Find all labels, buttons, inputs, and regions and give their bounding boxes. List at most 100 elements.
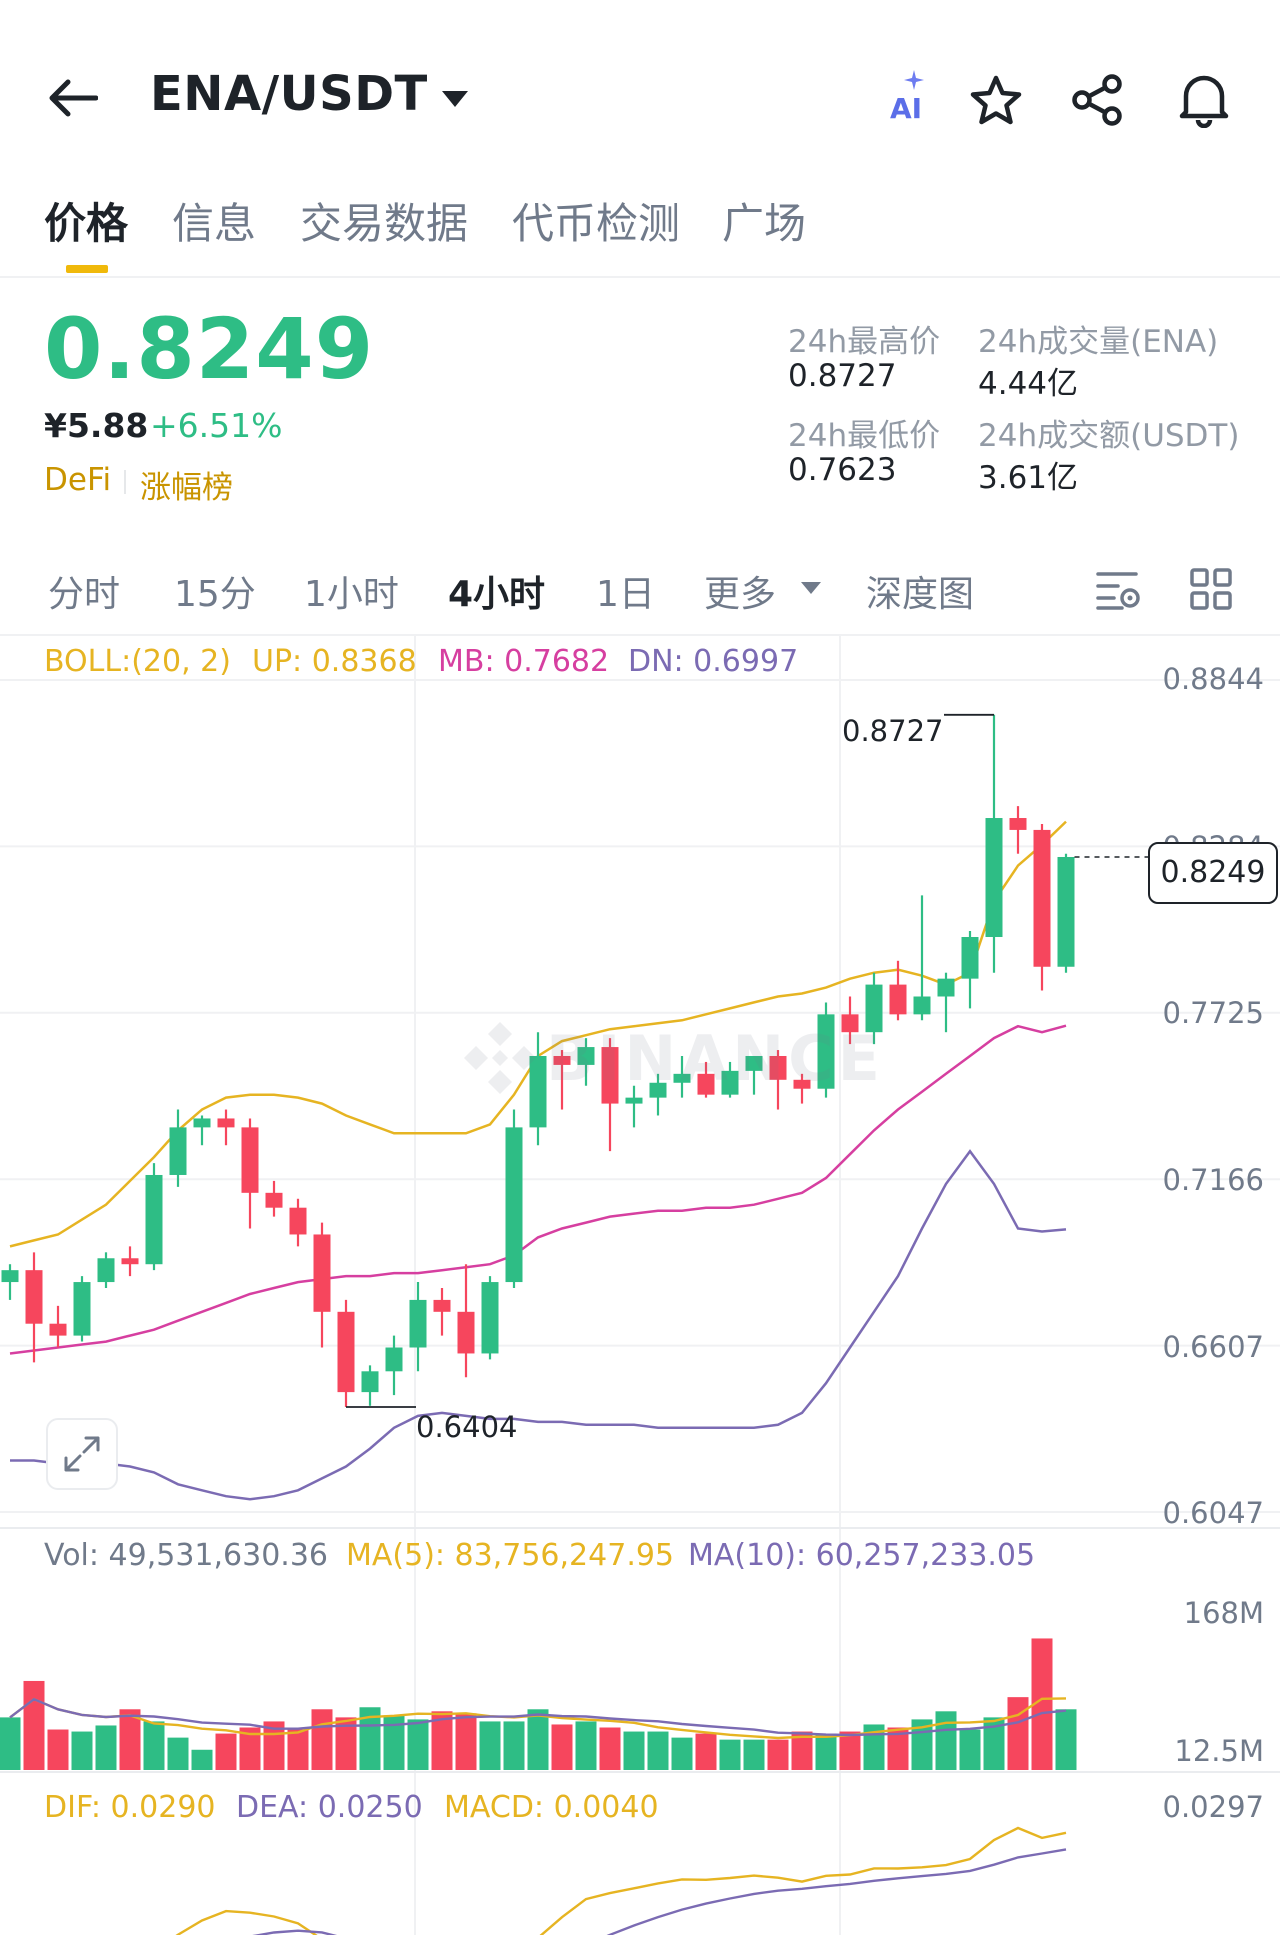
high-value: 0.8727: [788, 358, 897, 394]
current-price-tag[interactable]: 0.8249: [1148, 842, 1278, 904]
high-marker-label: 0.8727: [842, 714, 944, 748]
price-axis-label: 0.8844: [1162, 662, 1264, 696]
volume-bar: [671, 1737, 693, 1770]
volume-bar: [0, 1717, 21, 1770]
price-change: +6.51%: [150, 406, 283, 445]
boll-dn-line: [10, 1149, 1067, 1501]
candle-body: [865, 984, 883, 1033]
tab-trading-data[interactable]: 交易数据: [300, 199, 469, 248]
bell-icon[interactable]: [1176, 70, 1232, 128]
kline-chart[interactable]: [0, 636, 1280, 1935]
interval-depth[interactable]: 深度图: [866, 574, 975, 615]
candle-body: [241, 1127, 259, 1193]
price-axis-label: 0.6607: [1162, 1330, 1264, 1364]
volume-bar: [239, 1727, 261, 1770]
indicator-settings-icon[interactable]: [1096, 568, 1142, 612]
sparkle-icon: [904, 70, 924, 90]
volume-ma10: MA(10): 60,257,233.05: [688, 1538, 1036, 1573]
volume-bar: [743, 1739, 765, 1770]
volume-bar: [575, 1721, 597, 1770]
candle-body: [889, 984, 907, 1015]
grid-layout-icon[interactable]: [1190, 568, 1232, 610]
candle-body: [217, 1118, 235, 1128]
volume-bar: [839, 1731, 861, 1770]
pair-title[interactable]: ENA/USDT: [150, 66, 428, 122]
candle-body: [769, 1055, 787, 1080]
candle-body: [289, 1207, 307, 1235]
macd-dea: DEA: 0.0250: [236, 1790, 423, 1825]
macd-dif: DIF: 0.0290: [44, 1790, 216, 1825]
volume-bar: [335, 1717, 357, 1770]
volume-bar: [1007, 1697, 1029, 1770]
fullscreen-button[interactable]: [46, 1418, 118, 1490]
candle-body: [529, 1055, 547, 1128]
volume-label: 24h成交量(ENA): [978, 324, 1219, 360]
candle-body: [985, 818, 1003, 938]
volume-bar: [815, 1733, 837, 1770]
candle-body: [625, 1097, 643, 1104]
divider: [0, 634, 1280, 636]
candle-body: [433, 1299, 451, 1312]
pair-dropdown-icon[interactable]: [440, 88, 470, 110]
volume-bar: [1055, 1709, 1077, 1770]
candle-body: [697, 1073, 715, 1095]
volume-bar: [647, 1731, 669, 1770]
tab-square[interactable]: 广场: [722, 199, 807, 248]
volume-bar: [479, 1721, 501, 1770]
interval-time[interactable]: 分时: [48, 574, 121, 615]
candle-body: [457, 1311, 475, 1354]
tag-defi[interactable]: DeFi: [44, 462, 112, 498]
interval-1h[interactable]: 1小时: [304, 574, 399, 615]
back-arrow-icon[interactable]: [46, 76, 98, 120]
tab-info[interactable]: 信息: [172, 199, 257, 248]
tag-divider: [124, 470, 126, 494]
volume-bar: [863, 1724, 885, 1770]
tab-token-check[interactable]: 代币检测: [512, 199, 681, 248]
volume-bar: [191, 1749, 213, 1770]
low-marker-label: 0.6404: [416, 1410, 518, 1444]
volume-ma5: MA(5): 83,756,247.95: [346, 1538, 675, 1573]
candle-body: [49, 1323, 67, 1336]
candle-body: [841, 1014, 859, 1033]
price-cny: ¥5.88: [44, 406, 149, 445]
star-icon[interactable]: [968, 74, 1024, 128]
ai-assistant-button[interactable]: AI: [884, 70, 944, 130]
volume-bar: [767, 1739, 789, 1770]
candle-body: [385, 1347, 403, 1372]
volume-legend: Vol: 49,531,630.36: [44, 1538, 329, 1573]
candle-body: [817, 1014, 835, 1089]
candle-body: [961, 937, 979, 979]
volume-bar: [383, 1715, 405, 1770]
candle-body: [409, 1299, 427, 1348]
more-dropdown-icon[interactable]: [800, 580, 822, 596]
candle-body: [145, 1174, 163, 1265]
interval-15m[interactable]: 15分: [174, 574, 256, 615]
volume-bar: [431, 1711, 453, 1770]
candle-body: [313, 1234, 331, 1312]
boll-up: UP: 0.8368: [252, 644, 417, 679]
tab-price[interactable]: 价格: [44, 199, 129, 248]
interval-4h[interactable]: 4小时: [448, 574, 546, 615]
last-price: 0.8249: [44, 300, 375, 398]
volume-bar: [623, 1731, 645, 1770]
share-icon[interactable]: [1070, 72, 1126, 128]
interval-more[interactable]: 更多: [704, 574, 777, 615]
candle-body: [97, 1258, 115, 1283]
boll-mb: MB: 0.7682: [438, 644, 610, 679]
interval-1d[interactable]: 1日: [596, 574, 655, 615]
boll-mb-line: [9, 1024, 1067, 1355]
volume-bar: [119, 1709, 141, 1770]
price-axis-label: 0.7166: [1162, 1163, 1264, 1197]
boll-label[interactable]: BOLL:(20, 2): [44, 644, 231, 679]
price-axis-label: 0.7725: [1162, 996, 1264, 1030]
macd-dea-line: [252, 1848, 1067, 1935]
candle-body: [265, 1192, 283, 1208]
volume-bar: [527, 1709, 549, 1770]
candle-body: [553, 1055, 571, 1065]
candle-body: [721, 1070, 739, 1095]
candle-body: [1033, 829, 1051, 967]
candle-body: [25, 1270, 43, 1324]
tag-gainers[interactable]: 涨幅榜: [140, 470, 233, 506]
volume-value: 4.44亿: [978, 366, 1079, 402]
candle-body: [793, 1079, 811, 1089]
